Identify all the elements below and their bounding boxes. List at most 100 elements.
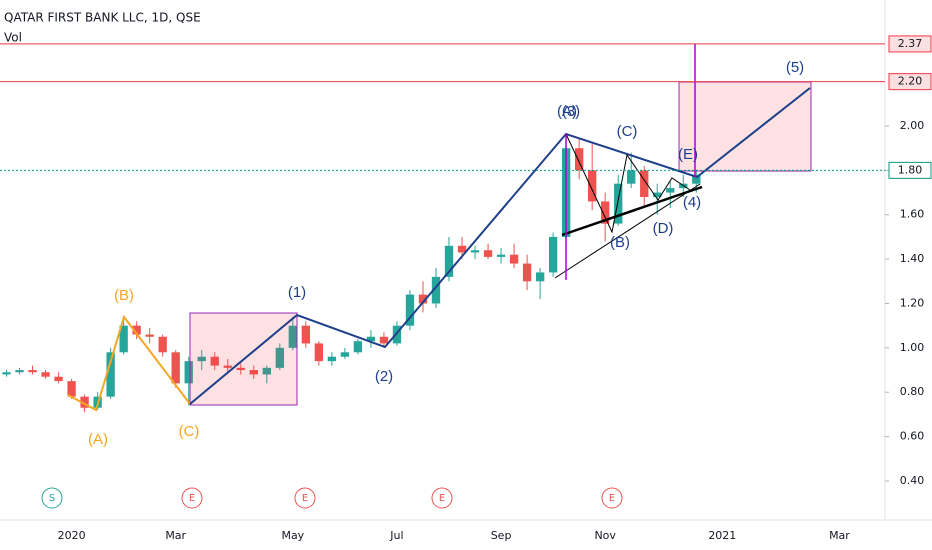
- candle-body: [601, 201, 610, 224]
- x-tick-label: 2021: [708, 529, 736, 542]
- trend-line: [561, 185, 703, 237]
- candle-body: [405, 294, 415, 326]
- y-tick-label: 0.60: [900, 430, 925, 443]
- candle-body: [574, 148, 584, 171]
- y-tick-label: 1.20: [900, 296, 925, 309]
- candle-body: [80, 396, 89, 408]
- wave-label: (1): [288, 284, 306, 301]
- candle-body: [509, 254, 519, 264]
- candle-body: [132, 325, 141, 335]
- wave-label: (3): [562, 103, 580, 120]
- candle-body: [496, 254, 506, 257]
- wave-label: (4): [683, 194, 701, 211]
- wave-labels: (A)(B)(C)(1)(2)(A)(3)(C)(E)(4)(B)(D)(5): [88, 59, 804, 448]
- price-label-box: [888, 73, 932, 91]
- event-badge: [431, 487, 453, 509]
- candle-body: [314, 343, 324, 362]
- candle-body: [470, 250, 480, 253]
- x-tick-label: Jul: [389, 529, 403, 542]
- candle-body: [275, 347, 284, 368]
- candle-body: [2, 372, 11, 375]
- x-tick-label: May: [281, 529, 304, 542]
- wave-label: (B): [114, 287, 134, 304]
- candle-body: [184, 361, 193, 384]
- candle-body: [418, 294, 428, 304]
- event-label: E: [189, 493, 195, 504]
- y-tick-label: 0.80: [900, 385, 925, 398]
- candle-body: [653, 192, 662, 197]
- candle-body: [431, 276, 441, 304]
- y-tick-label: 1.00: [900, 341, 925, 354]
- event-label: E: [439, 493, 445, 504]
- candle-body: [640, 170, 649, 197]
- candle-body: [197, 356, 206, 362]
- candle-body: [249, 370, 258, 375]
- wave-label: (D): [653, 220, 674, 237]
- price-label: 1.80: [898, 163, 923, 176]
- wave-line: [67, 314, 191, 412]
- x-tick-label: Sep: [491, 529, 512, 542]
- event-badge: [601, 487, 623, 509]
- event-badge: [181, 487, 203, 509]
- drawings: [67, 44, 812, 412]
- y-tick-label: 0.40: [900, 474, 925, 487]
- candle-body: [457, 245, 467, 253]
- candle-body: [54, 376, 63, 382]
- candle-body: [106, 352, 115, 397]
- candle-body: [483, 250, 493, 257]
- event-badge: [294, 487, 316, 509]
- wave-label: (5): [786, 59, 804, 76]
- candle-body: [522, 263, 532, 282]
- wave-label: (C): [179, 423, 200, 440]
- candle-body: [340, 352, 350, 357]
- candle-body: [288, 325, 297, 348]
- candle-body: [614, 183, 623, 224]
- candle-body: [145, 334, 154, 337]
- candle-body: [444, 245, 454, 277]
- x-tick-label: Mar: [165, 529, 186, 542]
- candle-body: [28, 370, 37, 373]
- candle-body: [379, 336, 389, 344]
- candle-body: [223, 365, 232, 368]
- x-tick-label: Mar: [829, 529, 850, 542]
- candle-body: [588, 170, 597, 202]
- legend: Vol: [4, 31, 22, 45]
- y-tick-label: 1.60: [900, 208, 925, 221]
- candle-body: [627, 170, 636, 184]
- candle-body: [41, 372, 50, 377]
- candle-body: [262, 367, 271, 375]
- candle-body: [67, 381, 76, 397]
- wave-label: (A): [88, 431, 108, 448]
- candle-body: [301, 325, 311, 344]
- candle-body: [548, 236, 558, 273]
- candle-body: [119, 325, 128, 353]
- wave-label: (B): [610, 234, 630, 251]
- box: [678, 81, 812, 172]
- wave-line: [565, 133, 691, 234]
- y-tick-label: 1.40: [900, 252, 925, 265]
- event-label: E: [302, 493, 308, 504]
- wave-label: (2): [375, 368, 393, 385]
- event-badge: [41, 487, 63, 509]
- wave-line: [189, 87, 811, 405]
- candle-body: [692, 174, 701, 184]
- wave-label: (A): [557, 103, 577, 120]
- candle-body: [158, 336, 167, 353]
- wave-label: (C): [617, 123, 638, 140]
- x-tick-label: Nov: [594, 529, 616, 542]
- candle-body: [210, 356, 219, 366]
- candle-body: [666, 188, 675, 193]
- candle-body: [327, 356, 337, 362]
- x-tick-label: 2020: [58, 529, 86, 542]
- chart-title: QATAR FIRST BANK LLC, 1D, QSE: [4, 11, 201, 25]
- candle-body: [171, 352, 180, 384]
- event-label: E: [609, 493, 615, 504]
- candle-body: [353, 341, 363, 353]
- candle-body: [535, 272, 545, 282]
- wave-label: (E): [678, 146, 698, 163]
- event-label: S: [49, 493, 55, 504]
- trend-line: [554, 183, 701, 279]
